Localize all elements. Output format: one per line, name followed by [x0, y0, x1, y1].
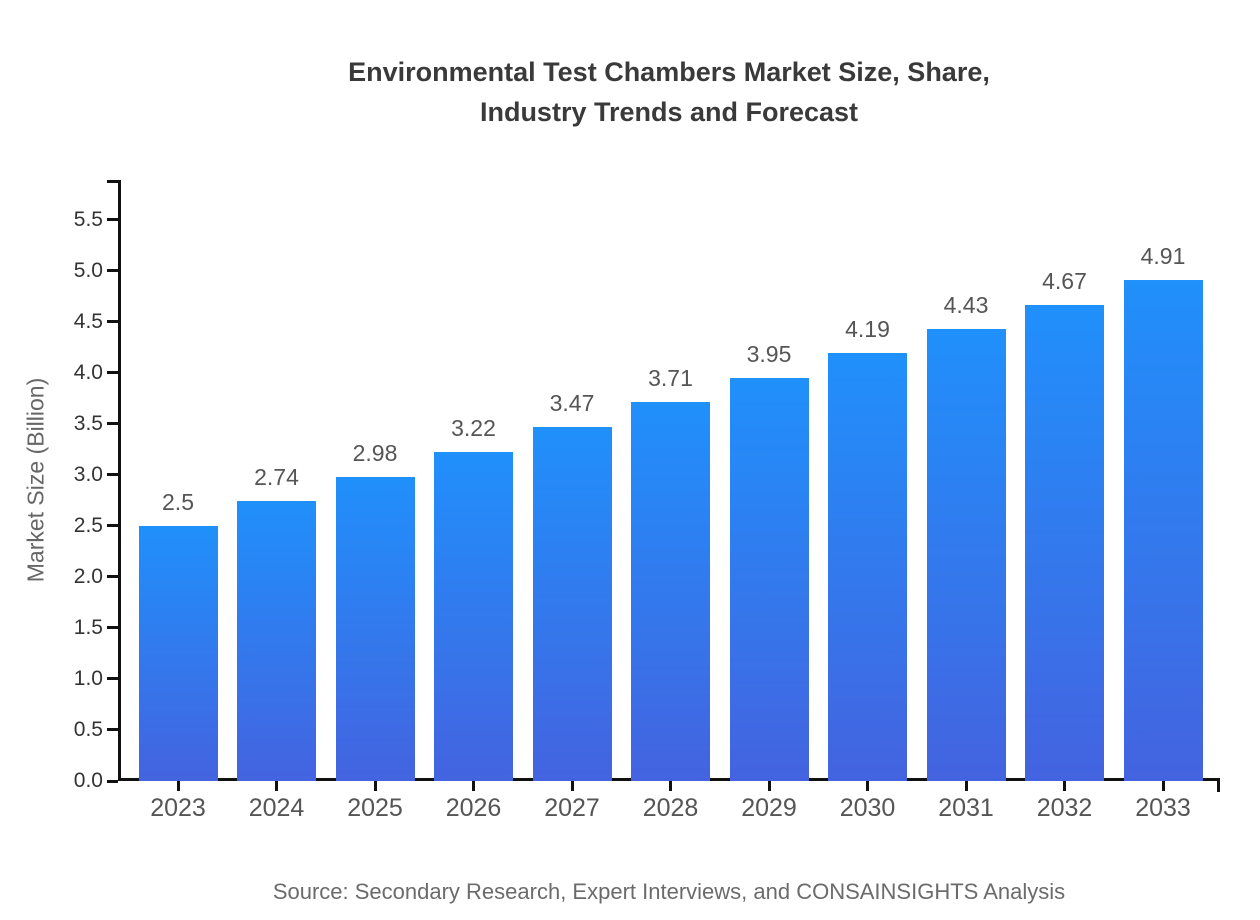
- x-tick: [275, 781, 278, 791]
- bar: [1025, 304, 1104, 781]
- y-tick: [107, 422, 118, 426]
- x-tick: [866, 781, 869, 791]
- bar: [926, 328, 1006, 781]
- x-tick-label: 2030: [839, 794, 896, 822]
- y-tick: [107, 575, 118, 579]
- bar: [434, 452, 513, 781]
- y-tick-label: 3.5: [73, 411, 103, 435]
- y-tick: [107, 677, 118, 681]
- y-tick-label: 2.0: [73, 564, 103, 588]
- bar: [237, 501, 316, 781]
- y-tick: [107, 269, 118, 273]
- y-axis-end-cap: [107, 180, 118, 183]
- bar-value-label: 4.43: [943, 291, 989, 318]
- y-tick: [107, 473, 118, 477]
- x-tick: [176, 781, 180, 791]
- bar: [828, 353, 907, 781]
- bar: [729, 377, 809, 781]
- bar: [631, 402, 710, 781]
- bar-value-label: 3.22: [451, 415, 496, 442]
- bar: [1123, 280, 1203, 781]
- x-tick: [964, 781, 968, 791]
- y-tick-label: 4.5: [73, 309, 103, 333]
- y-tick: [107, 779, 118, 783]
- y-tick-label: 4.0: [73, 360, 103, 384]
- x-tick: [1063, 781, 1066, 791]
- bar-value-label: 4.67: [1042, 267, 1087, 294]
- bar-value-label: 3.71: [648, 365, 693, 392]
- y-tick: [107, 728, 118, 732]
- y-tick: [107, 524, 118, 528]
- bar-value-label: 2.5: [162, 488, 194, 515]
- bar: [532, 426, 612, 781]
- bar-value-label: 3.95: [746, 340, 792, 367]
- x-axis-end-cap: [1217, 781, 1220, 792]
- plot-area: 0.0 0.5 1.0 1.5 2.0 2.5 3.0 3.5 4.0 4.5 5.0 5.5 2.5 2…: [74, 180, 1220, 822]
- x-tick: [669, 781, 672, 791]
- y-tick-label: 5.0: [73, 258, 103, 282]
- y-tick-label: 2.5: [73, 513, 103, 537]
- y-tick-label: 5.5: [73, 207, 103, 231]
- y-tick-label: 0.0: [73, 769, 103, 792]
- y-tick-label: 1.0: [73, 666, 103, 690]
- chart-title-line-1: Environmental Test Chambers Market Size,…: [348, 57, 990, 87]
- bar-value-label: 2.74: [254, 464, 299, 491]
- y-tick: [107, 371, 118, 375]
- bar-value-label: 4.91: [1140, 243, 1186, 269]
- x-tick-label: 2024: [248, 794, 305, 822]
- x-tick: [570, 781, 574, 791]
- x-tick-label: 2028: [642, 794, 699, 822]
- y-tick-label: 0.5: [73, 717, 103, 741]
- chart-title: Environmental Test Chambers Market Size,…: [118, 52, 1220, 132]
- bar-value-label: 4.19: [845, 316, 890, 343]
- x-tick-label: 2029: [741, 794, 797, 822]
- y-tick-label: 3.0: [73, 462, 103, 486]
- y-axis-line: [118, 180, 121, 781]
- y-axis-title: Market Size (Billion): [22, 377, 49, 583]
- x-tick-label: 2031: [938, 794, 994, 822]
- x-tick-label: 2025: [347, 794, 403, 822]
- x-tick-label: 2026: [445, 794, 502, 822]
- y-tick: [107, 320, 118, 324]
- bar: [335, 476, 415, 781]
- x-tick: [373, 781, 377, 791]
- x-tick-label: 2033: [1135, 794, 1191, 822]
- x-tick-label: 2023: [150, 794, 206, 822]
- x-tick: [1161, 781, 1165, 791]
- source-note: Source: Secondary Research, Expert Inter…: [272, 879, 1066, 904]
- chart-title-line-2: Industry Trends and Forecast: [479, 97, 859, 127]
- y-tick: [107, 218, 118, 222]
- y-tick: [107, 626, 118, 630]
- x-tick-label: 2027: [544, 794, 600, 822]
- x-tick: [472, 781, 475, 791]
- bar-value-label: 2.98: [352, 439, 398, 466]
- bar: [138, 525, 218, 781]
- bar-value-label: 3.47: [549, 389, 595, 416]
- x-tick: [767, 781, 771, 791]
- x-tick-label: 2032: [1036, 794, 1093, 822]
- y-tick-label: 1.5: [73, 615, 103, 639]
